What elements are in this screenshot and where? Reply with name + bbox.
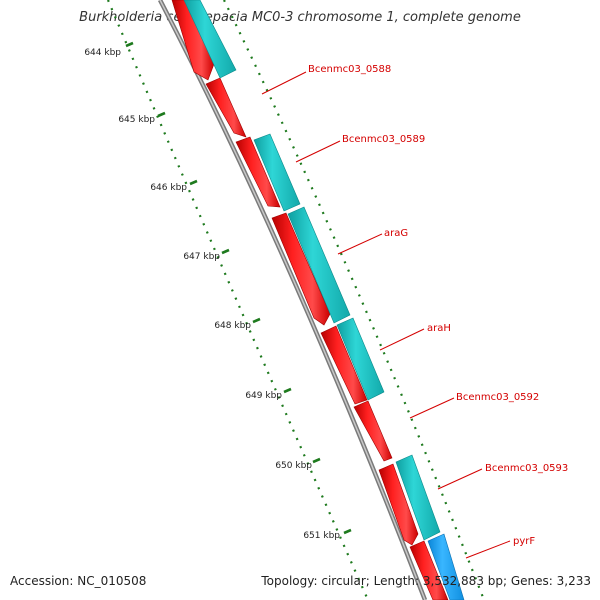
gene-label-arah[interactable]: araH bbox=[427, 323, 451, 334]
tick-label: 645 kbp bbox=[118, 115, 155, 125]
leader-line bbox=[337, 233, 383, 255]
cds-feature[interactable] bbox=[378, 463, 419, 546]
outer-ring bbox=[223, 0, 486, 600]
tick-mark bbox=[221, 248, 230, 255]
gene-labels: Bcenmc03_0588 Bcenmc03_0589 araG araH Bc… bbox=[308, 64, 568, 547]
tick-label: 651 kbp bbox=[303, 531, 340, 541]
gene-feature[interactable] bbox=[336, 317, 385, 401]
tick-mark bbox=[125, 41, 134, 48]
tick-label: 647 kbp bbox=[183, 252, 220, 262]
cds-feature[interactable] bbox=[205, 77, 247, 138]
gene-label-bcenmc03-0589[interactable]: Bcenmc03_0589 bbox=[342, 134, 425, 145]
cds-feature[interactable] bbox=[320, 325, 368, 405]
gene-feature[interactable] bbox=[395, 454, 441, 541]
tick-mark bbox=[283, 387, 292, 394]
cds-feature[interactable] bbox=[409, 540, 449, 600]
accession-text: Accession: NC_010508 bbox=[10, 574, 147, 588]
leader-line bbox=[379, 328, 425, 351]
tick-label: 650 kbp bbox=[275, 461, 312, 471]
gene-feature[interactable] bbox=[253, 133, 301, 212]
cds-track bbox=[171, 0, 449, 600]
tick-mark bbox=[312, 457, 321, 464]
genome-summary-text: Topology: circular; Length: 3,532,883 bp… bbox=[261, 574, 591, 588]
tick-label: 644 kbp bbox=[84, 48, 121, 58]
gene-track bbox=[183, 0, 441, 541]
tick-label: 649 kbp bbox=[245, 391, 282, 401]
tick-mark bbox=[189, 179, 198, 186]
gene-label-bcenmc03-0592[interactable]: Bcenmc03_0592 bbox=[456, 392, 539, 403]
backbone-outer bbox=[158, 0, 428, 600]
tick-mark bbox=[252, 317, 261, 324]
gene-feature[interactable] bbox=[183, 0, 237, 79]
tick-label: 648 kbp bbox=[214, 321, 251, 331]
gene-feature-blue[interactable] bbox=[427, 533, 465, 600]
backbone-inner bbox=[159, 0, 426, 600]
leader-line bbox=[261, 71, 307, 95]
gene-label-bcenmc03-0588[interactable]: Bcenmc03_0588 bbox=[308, 64, 391, 75]
cds-feature[interactable] bbox=[171, 0, 215, 81]
tick-labels: 644 kbp 645 kbp 646 kbp 647 kbp 648 kbp … bbox=[84, 48, 340, 541]
tick-marks bbox=[125, 41, 352, 535]
cds-feature[interactable] bbox=[271, 212, 331, 326]
cds-feature[interactable] bbox=[353, 400, 393, 462]
tick-mark bbox=[157, 111, 166, 118]
leader-line bbox=[465, 540, 511, 559]
backbone bbox=[158, 0, 428, 600]
leader-line bbox=[409, 397, 455, 419]
gene-label-bcenmc03-0593[interactable]: Bcenmc03_0593 bbox=[485, 463, 568, 474]
gene-feature[interactable] bbox=[287, 206, 351, 324]
leader-line bbox=[295, 140, 341, 163]
leader-line bbox=[437, 468, 483, 490]
gene-label-pyrf[interactable]: pyrF bbox=[513, 536, 535, 547]
cds-feature[interactable] bbox=[235, 136, 281, 208]
tick-label: 646 kbp bbox=[150, 183, 187, 193]
gene-label-arag[interactable]: araG bbox=[384, 228, 408, 239]
label-leaders bbox=[261, 71, 511, 559]
tick-mark bbox=[343, 528, 352, 535]
